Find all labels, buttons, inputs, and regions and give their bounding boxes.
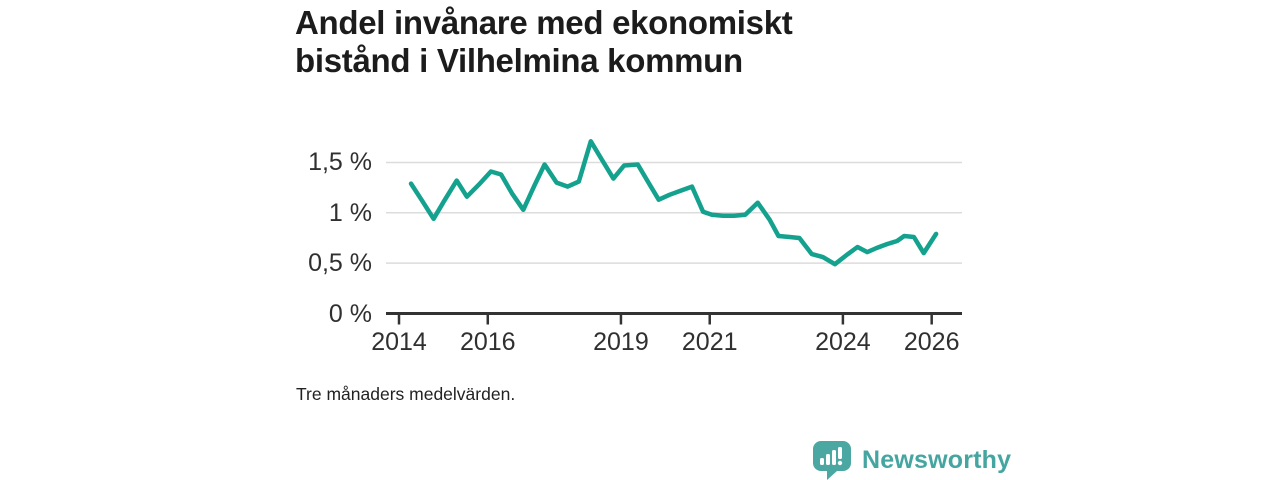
chart-footnote: Tre månaders medelvärden. bbox=[296, 384, 516, 404]
x-axis-label: 2016 bbox=[459, 328, 516, 356]
x-axis-label: 2021 bbox=[681, 328, 738, 356]
y-axis-label: 1 % bbox=[328, 198, 372, 227]
brand-name: Newsworthy bbox=[862, 445, 1012, 474]
chart-title: Andel invånare med ekonomiskt bistånd i … bbox=[295, 4, 793, 79]
x-axis-label: 2024 bbox=[815, 328, 871, 356]
x-axis-label: 2019 bbox=[593, 328, 649, 356]
newsworthy-bubble-chart-icon bbox=[813, 441, 851, 480]
bar-chart-glyph bbox=[820, 447, 843, 466]
y-axis-label: 1,5 % bbox=[308, 148, 372, 177]
y-axis-label: 0,5 % bbox=[308, 249, 372, 278]
x-axis-label: 2026 bbox=[903, 328, 960, 356]
newsworthy-logo: Newsworthy bbox=[812, 440, 1011, 480]
data-series-line bbox=[408, 139, 939, 267]
y-axis-label: 0 % bbox=[328, 299, 372, 328]
x-axis-label: 2014 bbox=[371, 328, 427, 356]
